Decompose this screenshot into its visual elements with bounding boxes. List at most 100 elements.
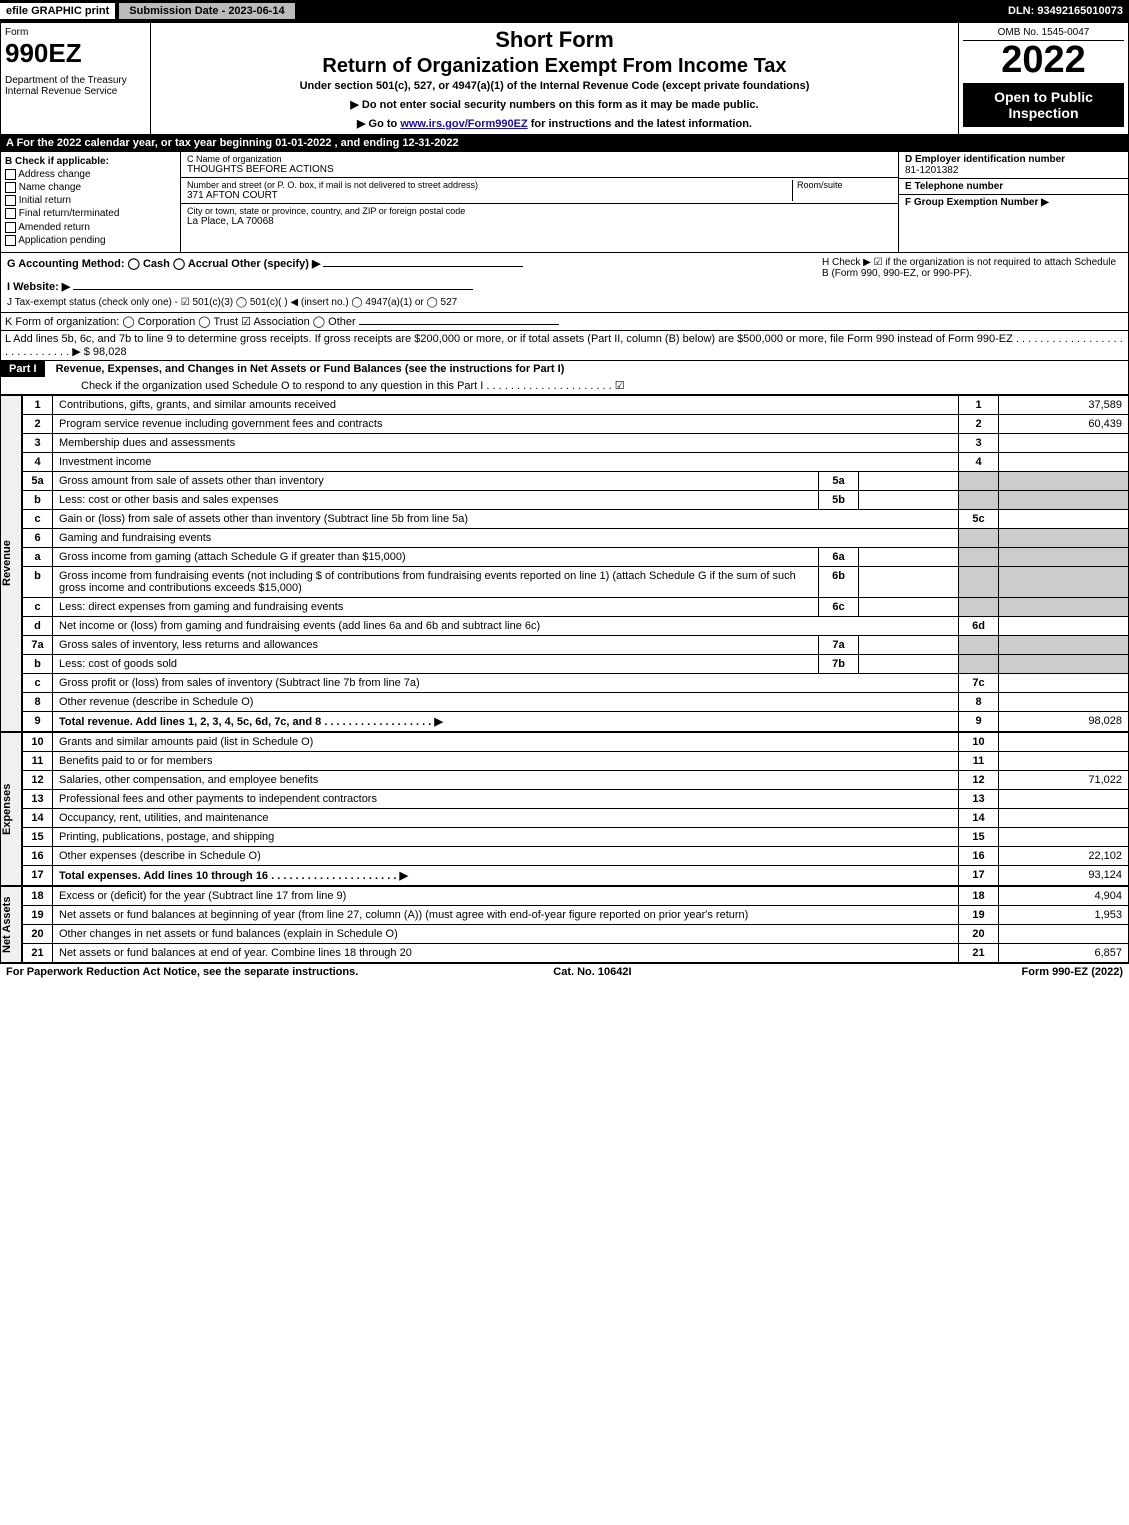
line-desc: Less: direct expenses from gaming and fu… [53,597,819,616]
line-desc: Gross income from fundraising events (no… [53,566,819,597]
part1-header-row: Part I Revenue, Expenses, and Changes in… [0,361,1129,395]
header-right: OMB No. 1545-0047 2022 Open to Public In… [958,23,1128,134]
line-desc: Net income or (loss) from gaming and fun… [53,616,959,635]
line-number: 13 [23,789,53,808]
efile-label[interactable]: efile GRAPHIC print [0,3,115,19]
line-number: d [23,616,53,635]
line-number: 3 [23,433,53,452]
line-desc: Total expenses. Add lines 10 through 16 … [53,865,959,885]
ein-value: 81-1201382 [905,165,1122,176]
line-amount [999,433,1129,452]
table-row: 19Net assets or fund balances at beginni… [23,905,1129,924]
expenses-section: Expenses 10Grants and similar amounts pa… [0,732,1129,886]
short-form-title: Short Form [159,27,950,53]
opt-label: Amended return [18,222,90,233]
line-ref: 16 [959,846,999,865]
line-number: 1 [23,395,53,414]
sub-line-number: 5a [819,471,859,490]
addr-label: Number and street (or P. O. box, if mail… [187,180,792,190]
acct-other-input[interactable] [323,266,523,267]
line-desc: Excess or (deficit) for the year (Subtra… [53,886,959,905]
footer-left: For Paperwork Reduction Act Notice, see … [6,966,358,978]
revenue-section: Revenue 1Contributions, gifts, grants, a… [0,395,1129,732]
line-ref: 6d [959,616,999,635]
line-ref-shaded [959,471,999,490]
chk-application-pending[interactable]: Application pending [5,235,176,246]
name-label: C Name of organization [187,154,892,164]
group-label: F Group Exemption Number ▶ [905,197,1122,208]
form-subtitle: Under section 501(c), 527, or 4947(a)(1)… [159,80,950,92]
line-ref-shaded [959,566,999,597]
website-input[interactable] [73,289,473,290]
line-number: b [23,490,53,509]
table-row: bLess: cost of goods sold7b [23,654,1129,673]
line-amount [999,692,1129,711]
part1-check: Check if the organization used Schedule … [1,377,1128,394]
sub-line-value[interactable] [859,471,959,490]
line-amount: 22,102 [999,846,1129,865]
website-row: I Website: ▶ [7,280,822,293]
line-amount: 4,904 [999,886,1129,905]
line-amount [999,924,1129,943]
top-bar: efile GRAPHIC print Submission Date - 20… [0,0,1129,22]
line-ref: 20 [959,924,999,943]
table-row: 1Contributions, gifts, grants, and simil… [23,395,1129,414]
sub-line-number: 7a [819,635,859,654]
chk-name-change[interactable]: Name change [5,182,176,193]
line-ref: 2 [959,414,999,433]
line-number: 19 [23,905,53,924]
sub-line-value[interactable] [859,635,959,654]
line-number: 15 [23,827,53,846]
line-number: 20 [23,924,53,943]
netassets-table: 18Excess or (deficit) for the year (Subt… [22,886,1129,963]
chk-initial-return[interactable]: Initial return [5,195,176,206]
amount-shaded [999,566,1129,597]
footer-right: Form 990-EZ (2022) [1022,966,1123,978]
note-goto-pre: ▶ Go to [357,118,400,130]
amount-shaded [999,635,1129,654]
cell-group: F Group Exemption Number ▶ [899,195,1128,210]
line-number: 11 [23,751,53,770]
line-desc: Less: cost or other basis and sales expe… [53,490,819,509]
line-desc: Occupancy, rent, utilities, and maintena… [53,808,959,827]
sub-line-number: 7b [819,654,859,673]
other-org-input[interactable] [359,324,559,325]
chk-address-change[interactable]: Address change [5,169,176,180]
cell-tel: E Telephone number [899,179,1128,195]
tel-label: E Telephone number [905,181,1122,192]
line-number: 9 [23,711,53,731]
line-desc: Salaries, other compensation, and employ… [53,770,959,789]
sub-line-value[interactable] [859,566,959,597]
opt-label: Final return/terminated [19,209,120,220]
sub-line-value[interactable] [859,490,959,509]
line-number: 4 [23,452,53,471]
line-desc: Less: cost of goods sold [53,654,819,673]
chk-final-return[interactable]: Final return/terminated [5,208,176,219]
part1-title: Revenue, Expenses, and Changes in Net As… [56,363,565,375]
line-number: 12 [23,770,53,789]
sub-line-value[interactable] [859,654,959,673]
row-h: H Check ▶ ☑ if the organization is not r… [822,257,1122,308]
line-amount [999,673,1129,692]
table-row: 2Program service revenue including gover… [23,414,1129,433]
chk-amended-return[interactable]: Amended return [5,222,176,233]
line-amount: 1,953 [999,905,1129,924]
revenue-side-label: Revenue [0,395,22,732]
table-row: 15Printing, publications, postage, and s… [23,827,1129,846]
line-amount [999,732,1129,751]
col-c: C Name of organization THOUGHTS BEFORE A… [181,152,898,252]
sub-line-value[interactable] [859,547,959,566]
line-desc: Professional fees and other payments to … [53,789,959,808]
dln-label: DLN: 93492165010073 [1008,5,1129,17]
sub-line-value[interactable] [859,597,959,616]
sub-line-number: 6c [819,597,859,616]
expenses-side-label: Expenses [0,732,22,886]
header-left: Form 990EZ Department of the Treasury In… [1,23,151,134]
form-number: 990EZ [5,38,146,69]
line-ref: 19 [959,905,999,924]
irs-link[interactable]: www.irs.gov/Form990EZ [400,118,527,130]
note-goto-post: for instructions and the latest informat… [528,118,752,130]
checkbox-icon [5,169,16,180]
part1-label: Part I [1,361,45,377]
table-row: cGross profit or (loss) from sales of in… [23,673,1129,692]
